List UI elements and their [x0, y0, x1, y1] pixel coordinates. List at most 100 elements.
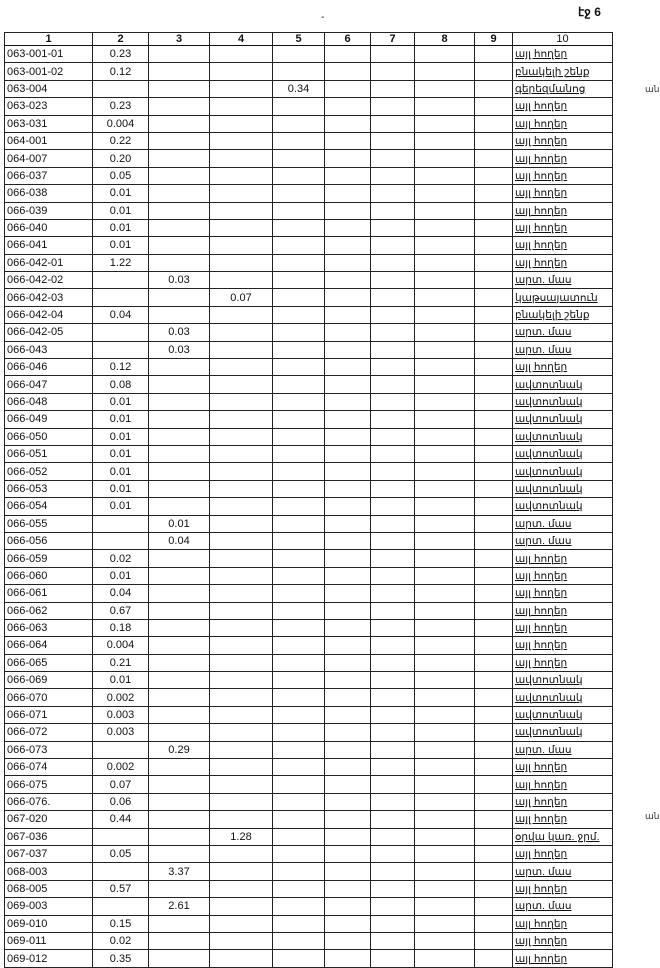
table-row: 067-037 0.05 այլ հողեր — [4, 844, 613, 864]
table-row: 066-064 0.004 այլ հողեր — [4, 636, 613, 655]
value-cell-col-9 — [474, 914, 513, 933]
value-cell-col-5 — [272, 97, 325, 116]
value-cell-col-9 — [474, 758, 513, 777]
value-cell-col-2: 0.23 — [92, 97, 149, 116]
parcel-id-cell: 066-039 — [4, 201, 93, 220]
land-use-cell: կաթսայատուն — [512, 288, 613, 307]
value-cell-col-4 — [209, 44, 273, 64]
land-use-cell: այլ հողեր — [512, 792, 613, 812]
value-cell-col-2: 0.01 — [92, 201, 149, 220]
value-cell-col-9 — [474, 827, 513, 846]
land-use-cell: ավտոտնակ — [512, 444, 613, 464]
value-cell-col-8 — [414, 184, 475, 203]
value-cell-col-2: 0.003 — [92, 723, 149, 742]
value-cell-col-6 — [324, 62, 371, 81]
value-cell-col-5 — [272, 427, 325, 446]
value-cell-col-3: 0.04 — [148, 531, 210, 551]
value-cell-col-7 — [370, 549, 415, 568]
parcel-id-cell: 068-003 — [4, 862, 93, 881]
table-row: 066-042-01 1.22 այլ հողեր — [4, 253, 613, 273]
value-cell-col-9 — [474, 97, 513, 116]
value-cell-col-9 — [474, 810, 513, 829]
parcel-id-cell: 063-001-02 — [4, 62, 93, 81]
value-cell-col-8 — [414, 636, 475, 655]
value-cell-col-3 — [148, 62, 210, 81]
parcel-id-cell: 066-064 — [4, 636, 93, 655]
land-use-cell: այլ հողեր — [512, 97, 613, 116]
value-cell-col-8 — [414, 688, 475, 707]
value-cell-col-2: 0.04 — [92, 305, 149, 325]
value-cell-col-5 — [272, 879, 325, 899]
value-cell-col-5 — [272, 862, 325, 881]
value-cell-col-3 — [148, 131, 210, 151]
value-cell-col-6 — [324, 601, 371, 620]
parcel-id-cell: 066-050 — [4, 427, 93, 446]
value-cell-col-5 — [272, 914, 325, 933]
value-cell-col-8 — [414, 827, 475, 846]
value-cell-col-5 — [272, 775, 325, 794]
land-use-cell: այլ հողեր — [512, 166, 613, 186]
value-cell-col-2: 0.12 — [92, 62, 149, 81]
table-row: 066-059 0.02 այլ հողեր — [4, 549, 613, 568]
value-cell-col-2: 0.04 — [92, 584, 149, 603]
column-header-6: 6 — [324, 32, 371, 46]
value-cell-col-3 — [148, 549, 210, 568]
value-cell-col-6 — [324, 653, 371, 673]
parcel-id-cell: 066-048 — [4, 392, 93, 412]
value-cell-col-4 — [209, 184, 273, 203]
value-cell-col-4 — [209, 584, 273, 603]
parcel-id-cell: 066-042-01 — [4, 253, 93, 273]
parcel-id-cell: 066-043 — [4, 340, 93, 360]
value-cell-col-4 — [209, 375, 273, 394]
value-cell-col-9 — [474, 566, 513, 586]
value-cell-col-7 — [370, 810, 415, 829]
value-cell-col-5 — [272, 688, 325, 707]
value-cell-col-9 — [474, 462, 513, 481]
table-row: 066-056 0.04 արտ. մաս — [4, 531, 613, 551]
value-cell-col-3 — [148, 705, 210, 725]
value-cell-col-2: 0.23 — [92, 44, 149, 64]
value-cell-col-3 — [148, 584, 210, 603]
parcel-id-cell: 067-037 — [4, 844, 93, 864]
value-cell-col-2 — [92, 897, 149, 916]
value-cell-col-4 — [209, 931, 273, 951]
land-use-cell: այլ հողեր — [512, 566, 613, 586]
value-cell-col-4 — [209, 323, 273, 342]
value-cell-col-6 — [324, 131, 371, 151]
value-cell-col-5: 0.34 — [272, 79, 325, 99]
value-cell-col-7 — [370, 514, 415, 533]
value-cell-col-7 — [370, 479, 415, 499]
value-cell-col-9 — [474, 305, 513, 325]
table-row: 066-055 0.01 արտ. մաս — [4, 514, 613, 533]
value-cell-col-3 — [148, 758, 210, 777]
value-cell-col-9 — [474, 949, 513, 968]
value-cell-col-3 — [148, 305, 210, 325]
value-cell-col-7 — [370, 844, 415, 864]
parcel-id-cell: 066-047 — [4, 375, 93, 394]
value-cell-col-5 — [272, 549, 325, 568]
value-cell-col-7 — [370, 740, 415, 760]
parcel-id-cell: 066-061 — [4, 584, 93, 603]
value-cell-col-4 — [209, 97, 273, 116]
value-cell-col-8 — [414, 601, 475, 620]
land-parcel-table: 1 2 3 4 5 6 7 8 9 10 063-001-01 0.23 այլ հողեր 063-0… — [4, 32, 613, 968]
value-cell-col-6 — [324, 44, 371, 64]
land-use-cell: այլ հողեր — [512, 949, 613, 968]
parcel-id-cell: 064-007 — [4, 149, 93, 168]
land-use-cell: բնակելի շենք — [512, 305, 613, 325]
value-cell-col-8 — [414, 792, 475, 812]
value-cell-col-6 — [324, 462, 371, 481]
value-cell-col-8 — [414, 514, 475, 533]
value-cell-col-6 — [324, 931, 371, 951]
value-cell-col-2: 0.002 — [92, 758, 149, 777]
value-cell-col-2: 0.01 — [92, 184, 149, 203]
value-cell-col-6 — [324, 810, 371, 829]
land-use-cell: օրվա կառ. ջրմ. — [512, 827, 613, 846]
land-use-cell: այլ հողեր — [512, 810, 613, 829]
value-cell-col-8 — [414, 723, 475, 742]
value-cell-col-5 — [272, 236, 325, 255]
column-header-2: 2 — [92, 32, 149, 46]
value-cell-col-9 — [474, 427, 513, 446]
value-cell-col-6 — [324, 740, 371, 760]
land-use-cell: գերեզմանոց — [512, 79, 613, 99]
